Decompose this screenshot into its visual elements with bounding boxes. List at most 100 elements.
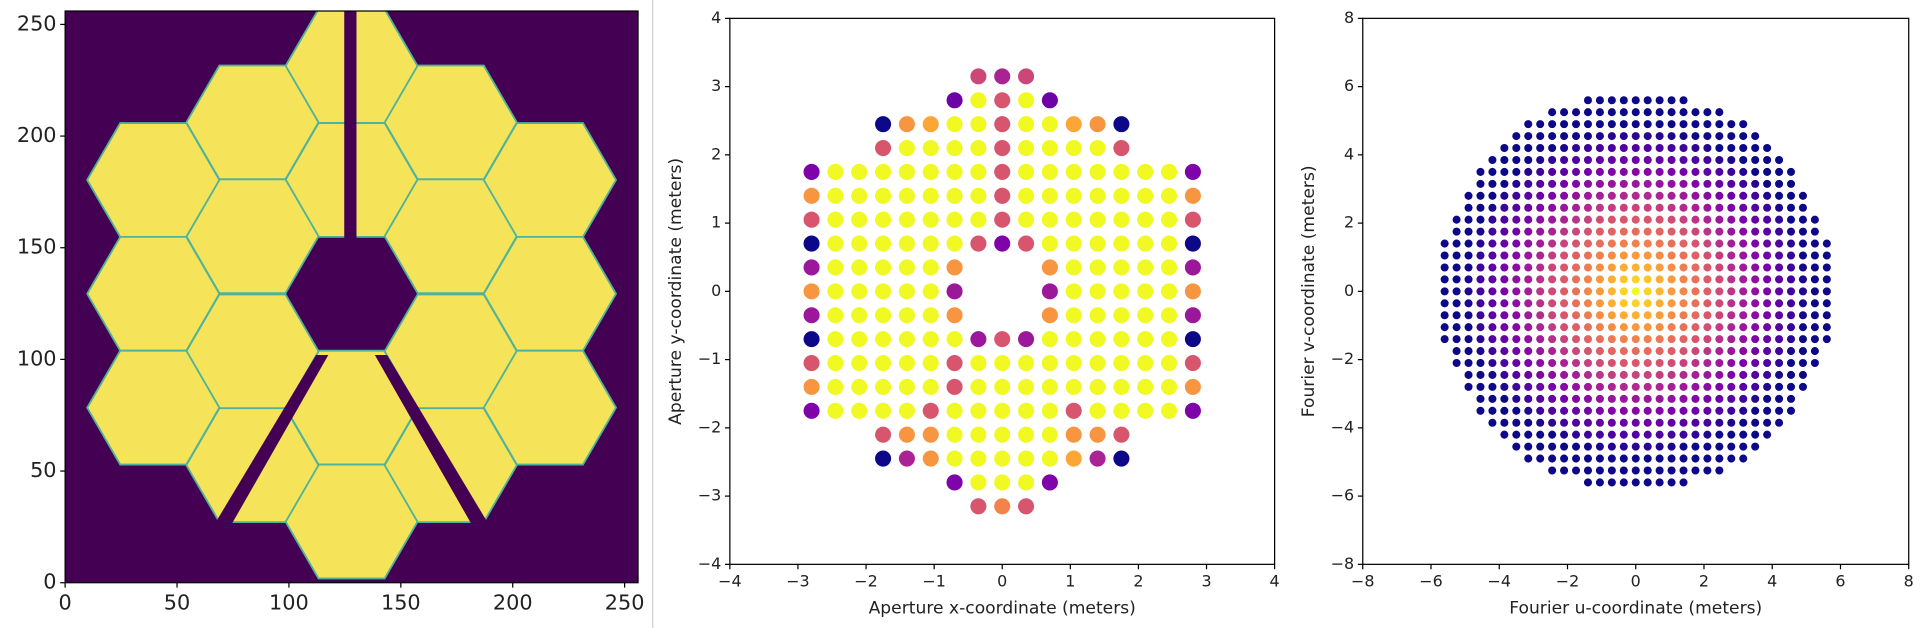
point (1786, 251, 1796, 260)
point (1739, 120, 1748, 129)
point (1595, 96, 1604, 105)
point (994, 116, 1011, 133)
point (1798, 275, 1807, 284)
point (1488, 227, 1497, 236)
point (1524, 394, 1533, 403)
point (1560, 347, 1569, 356)
point (1679, 239, 1688, 248)
point (1667, 263, 1676, 272)
point (1703, 144, 1712, 153)
point (1715, 251, 1724, 260)
point (1137, 283, 1154, 300)
point (1560, 299, 1569, 308)
point (1703, 335, 1712, 344)
point (1548, 144, 1557, 153)
point (1691, 155, 1700, 165)
point (1571, 191, 1581, 200)
point (1583, 406, 1592, 415)
point (1727, 167, 1736, 176)
point (1018, 92, 1035, 109)
y-tick-label: 0 (711, 281, 721, 300)
point (1065, 187, 1082, 204)
point (1643, 370, 1652, 379)
point (1476, 251, 1485, 260)
point (1751, 311, 1760, 320)
point (1065, 450, 1082, 467)
point (1512, 299, 1521, 308)
point (1810, 347, 1819, 356)
point (1810, 275, 1819, 284)
point (1679, 203, 1688, 212)
point (1595, 311, 1604, 320)
point (1667, 239, 1676, 248)
point (1798, 370, 1807, 379)
point (1655, 132, 1664, 141)
point (1727, 311, 1736, 320)
x-axis-label: Fourier u-coordinate (meters) (1509, 598, 1762, 618)
point (1089, 163, 1106, 180)
point (1500, 430, 1509, 439)
point (1751, 132, 1760, 141)
point (1763, 191, 1772, 200)
point (1691, 179, 1700, 188)
point (1607, 155, 1616, 165)
point (1583, 227, 1592, 236)
point (1691, 227, 1700, 236)
point (1571, 275, 1581, 284)
point (1488, 203, 1497, 212)
point (1715, 418, 1724, 427)
pupil-image (65, 11, 639, 583)
point (1583, 478, 1592, 487)
point (1810, 251, 1819, 260)
point (1512, 132, 1521, 141)
point (1763, 347, 1772, 356)
point (1691, 358, 1700, 368)
point (1751, 370, 1760, 379)
point (1571, 406, 1581, 415)
point (1822, 239, 1831, 248)
point (1691, 454, 1700, 463)
point (1583, 299, 1592, 308)
point (1775, 311, 1784, 320)
point (1607, 323, 1616, 332)
point (1727, 442, 1736, 451)
point (1018, 139, 1035, 157)
point (1607, 179, 1616, 188)
point (1571, 430, 1581, 439)
point (1667, 370, 1676, 379)
point (1667, 96, 1676, 105)
point (1786, 191, 1796, 200)
point (1583, 144, 1592, 153)
point (1810, 239, 1819, 248)
top-strut (344, 11, 357, 240)
point (1512, 311, 1521, 320)
point (1571, 323, 1581, 332)
point (994, 331, 1011, 348)
point (1703, 430, 1712, 439)
point (1715, 132, 1724, 141)
point (1691, 406, 1700, 415)
point (1631, 120, 1640, 129)
point (1798, 335, 1807, 344)
point (1727, 251, 1736, 260)
point (1488, 335, 1497, 344)
point (1536, 394, 1545, 403)
point (1775, 335, 1784, 344)
point (1655, 347, 1664, 356)
point (1464, 382, 1473, 391)
point (1464, 311, 1473, 320)
point (1715, 203, 1724, 212)
point (1583, 382, 1592, 391)
point (1500, 203, 1509, 212)
point (994, 498, 1011, 515)
point (1137, 163, 1154, 180)
point (1798, 227, 1807, 236)
point (1655, 466, 1664, 475)
point (1763, 275, 1772, 284)
point (1703, 454, 1712, 463)
point (1113, 307, 1130, 324)
point (1775, 215, 1784, 224)
y-tick-label: 4 (711, 8, 721, 27)
point (1798, 299, 1807, 308)
point (1595, 382, 1604, 391)
